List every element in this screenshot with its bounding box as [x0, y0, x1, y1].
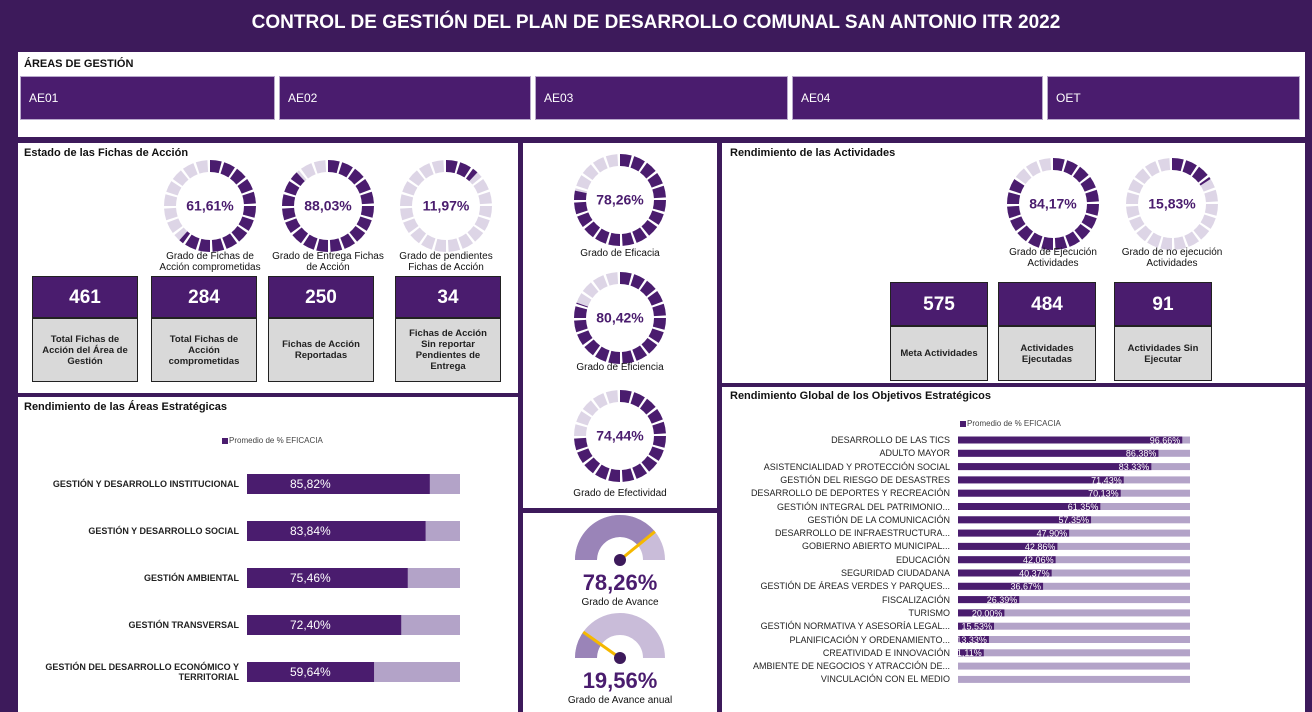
category-label: DESARROLLO DE INFRAESTRUCTURA...: [774, 528, 950, 539]
category-label: GESTIÓN Y DESARROLLO INSTITUCIONAL: [52, 479, 239, 489]
caption: Grado de Efectividad: [573, 488, 667, 499]
category-label: DESARROLLO DE LAS TICS: [831, 435, 950, 445]
category-label: PLANIFICACIÓN Y ORDENAMIENTO...: [789, 634, 950, 645]
panel: [18, 397, 518, 712]
panel-title: Rendimiento de las Actividades: [730, 147, 896, 159]
area-button[interactable]: AE01: [20, 76, 275, 120]
category-label: DESARROLLO DE DEPORTES Y RECREACIÓN: [750, 488, 950, 499]
card-caption: Actividades Ejecutadas: [998, 326, 1096, 381]
category-label: GESTIÓN TRANSVERSAL: [128, 620, 239, 630]
category-label: GESTIÓN Y DESARROLLO SOCIAL: [88, 526, 239, 536]
category-label: AMBIENTE DE NEGOCIOS Y ATRACCIÓN DE...: [752, 661, 950, 672]
page-title: CONTROL DE GESTIÓN DEL PLAN DE DESARROLL…: [251, 12, 1061, 33]
category-label: GESTIÓN AMBIENTAL: [144, 573, 239, 583]
category-label: ASISTENCIALIDAD Y PROTECCIÓN SOCIAL: [763, 461, 950, 472]
area-button[interactable]: AE02: [279, 76, 531, 120]
caption: Grado de Entrega Fichas de Acción: [272, 251, 384, 273]
category-label: GESTIÓN INTEGRAL DEL PATRIMONIO...: [776, 501, 950, 512]
card-caption: Fichas de Acción Sin reportar Pendientes…: [395, 318, 501, 382]
category-label: GESTIÓN DEL RIESGO DE DESASTRES: [780, 474, 950, 485]
card-value: 34: [395, 276, 501, 318]
card-caption: Fichas de Acción Reportadas: [268, 318, 374, 382]
card-caption: Total Fichas de Acción comprometidas: [151, 318, 257, 382]
caption: Grado de no ejecución Actividades: [1121, 247, 1223, 269]
caption: Grado de Avance anual: [567, 695, 673, 706]
caption: Grado de Eficacia: [580, 248, 660, 259]
card-value: 484: [998, 282, 1096, 326]
category-label: GESTIÓN DE LA COMUNICACIÓN: [807, 514, 950, 525]
category-label: GESTIÓN DEL DESARROLLO ECONÓMICO Y TERRI…: [45, 662, 239, 682]
category-label: VINCULACIÓN CON EL MEDIO: [820, 674, 950, 685]
panel-title: Rendimiento de las Áreas Estratégicas: [24, 401, 227, 413]
area-button[interactable]: AE03: [535, 76, 788, 120]
card-value: 461: [32, 276, 138, 318]
area-button[interactable]: OET: [1047, 76, 1300, 120]
caption: Grado de Eficiencia: [576, 362, 664, 373]
area-button[interactable]: AE04: [792, 76, 1043, 120]
category-label: GESTIÓN NORMATIVA Y ASESORÍA LEGAL...: [760, 621, 950, 632]
panel: [523, 513, 717, 712]
category-label: GOBIERNO ABIERTO MUNICIPAL...: [801, 541, 950, 552]
category-label: SEGURIDAD CIUDADANA: [840, 568, 950, 578]
category-label: TURISMO: [908, 607, 951, 618]
card-caption: Meta Actividades: [890, 326, 988, 381]
caption: Grado de pendientes Fichas de Acción: [399, 251, 493, 273]
category-label: CREATIVIDAD E INNOVACIÓN: [822, 647, 950, 658]
category-label: FISCALIZACIÓN: [881, 594, 950, 605]
category-label: EDUCACIÓN: [895, 554, 950, 565]
panel-title: ÁREAS DE GESTIÓN: [24, 58, 134, 70]
panel: [523, 143, 717, 508]
card-value: 250: [268, 276, 374, 318]
caption: Grado de Ejecución Actividades: [1009, 247, 1097, 269]
card-caption: Actividades Sin Ejecutar: [1114, 326, 1212, 381]
category-label: GESTIÓN DE ÁREAS VERDES Y PARQUES...: [760, 581, 950, 592]
card-value: 91: [1114, 282, 1212, 326]
card-value: 284: [151, 276, 257, 318]
category-label: ADULTO MAYOR: [879, 448, 950, 459]
card-caption: Total Fichas de Acción del Área de Gesti…: [32, 318, 138, 382]
panel-title: Estado de las Fichas de Acción: [24, 147, 189, 159]
card-value: 575: [890, 282, 988, 326]
caption: Grado de Avance: [581, 597, 659, 608]
panel-title: Rendimiento Global de los Objetivos Estr…: [730, 390, 991, 402]
caption: Grado de Fichas de Acción comprometidas: [159, 251, 261, 273]
